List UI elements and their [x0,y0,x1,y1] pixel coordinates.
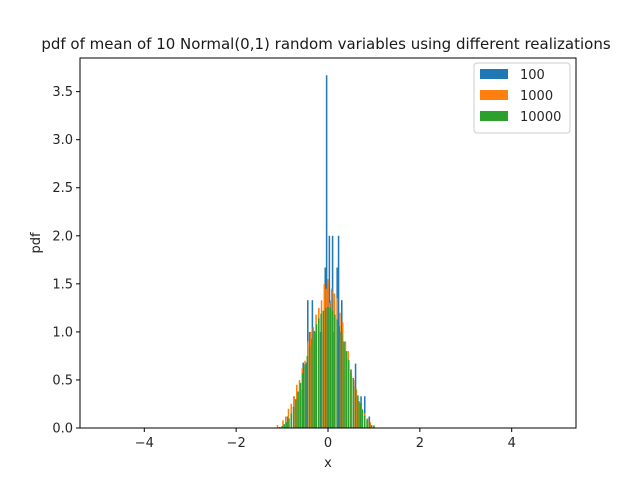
y-tick-label: 3.0 [52,133,73,148]
bars-layer [276,75,375,429]
y-tick-label: 0.0 [52,422,73,437]
y-tick-label: 1.0 [52,325,73,340]
bar-1000-16 [323,283,326,428]
bar-1000-1 [282,420,284,428]
bar-1000-6 [296,384,298,428]
bar-10000-41 [373,426,375,428]
bar-10000-17 [318,318,320,428]
y-tick-label: 2.5 [52,181,73,196]
bar-10000-36 [361,409,364,428]
bar-10000-15 [313,330,315,428]
bar-10000-13 [308,346,311,428]
bar-10000-31 [350,369,352,428]
bar-1000-12 [312,327,315,428]
y-tick-label: 0.5 [52,373,73,388]
legend-swatch-10000 [480,111,508,121]
bar-10000-27 [341,333,343,428]
legend-swatch-1000 [480,90,508,100]
bar-10000-24 [334,314,336,428]
legend-entries: 100 1000 10000 [480,68,561,125]
bar-1000-7 [298,379,301,428]
bar-100-5 [305,362,307,428]
bar-10000-38 [366,419,368,428]
bar-10000-39 [368,422,371,428]
x-tick-label: −2 [227,436,246,451]
bar-10000-25 [336,319,338,428]
bar-100-29 [363,396,366,428]
bar-10000-12 [306,355,309,428]
bar-10000-18 [320,313,322,428]
bar-10000-35 [359,403,361,428]
bar-100-28 [360,396,362,428]
bar-10000-5 [290,413,293,428]
x-tick-label: −4 [135,436,154,451]
bar-1000-30 [358,401,360,428]
x-axis-label: x [324,456,332,471]
bar-10000-11 [304,364,306,428]
y-tick-label: 2.0 [52,229,73,244]
y-tick-label: 1.5 [52,277,73,292]
bar-1000-34 [369,422,372,428]
bar-10000-32 [352,378,355,428]
legend: 100 1000 10000 [473,62,571,134]
x-axis: −4 −2 0 2 4 [135,428,516,451]
bar-10000-19 [322,310,325,428]
bar-10000-26 [338,326,341,428]
x-tick-label: 2 [416,436,424,451]
bar-10000-21 [327,306,329,428]
bar-10000-10 [301,373,304,428]
y-axis-label: pdf [29,232,44,254]
bar-10000-16 [315,324,318,428]
bar-10000-8 [297,391,299,428]
x-tick-label: 4 [508,436,516,451]
bar-10000-29 [345,351,348,428]
bar-10000-3 [285,422,288,428]
bar-10000-30 [347,359,350,428]
chart-title: pdf of mean of 10 Normal(0,1) random var… [41,35,610,53]
bar-1000-24 [341,322,344,428]
legend-label-1000: 1000 [520,89,553,104]
bar-10000-23 [331,310,334,428]
bar-10000-7 [295,399,297,428]
legend-label-100: 100 [520,68,545,83]
bar-10000-2 [283,424,286,428]
legend-label-10000: 10000 [520,110,561,125]
bar-10000-22 [329,307,332,428]
bar-100-9 [314,331,316,428]
bar-10000-33 [354,386,357,428]
y-tick-label: 3.5 [52,85,73,100]
bar-1000-0 [276,425,279,428]
y-axis: 0.0 0.5 1.0 1.5 2.0 2.5 3.0 3.5 [52,85,80,437]
bar-10000-28 [343,341,345,428]
x-tick-label: 0 [324,436,332,451]
bar-10000-34 [357,395,359,428]
bar-1000-25 [344,341,347,428]
bar-100-0 [286,416,289,428]
bar-10000-1 [281,426,283,428]
bar-10000-40 [370,425,373,428]
bar-10000-37 [363,415,366,428]
bar-10000-6 [292,406,295,428]
bar-10000-9 [299,382,302,428]
bar-10000-4 [288,418,290,428]
bar-10000-14 [311,338,313,428]
bar-1000-2 [284,416,287,428]
bar-1000-29 [355,389,358,428]
bar-100-13 [325,75,328,429]
bar-100-20 [337,235,340,428]
bar-10000-20 [324,307,327,428]
series-10000 [279,306,375,428]
bar-1000-20 [330,288,333,428]
bar-1000-11 [309,331,312,428]
legend-swatch-100 [480,69,508,79]
